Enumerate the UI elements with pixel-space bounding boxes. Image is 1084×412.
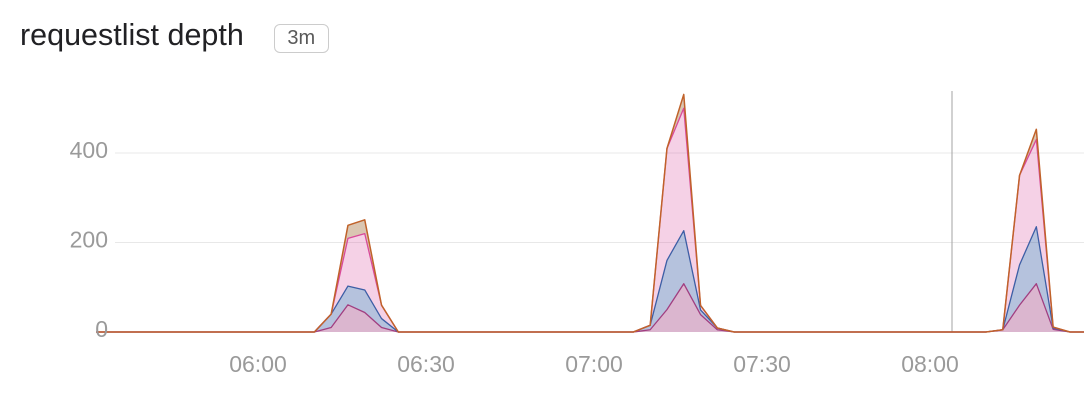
svg-text:07:00: 07:00 xyxy=(565,351,623,377)
svg-text:400: 400 xyxy=(70,137,108,163)
svg-text:0: 0 xyxy=(95,316,108,342)
svg-text:07:30: 07:30 xyxy=(733,351,791,377)
svg-text:08:00: 08:00 xyxy=(901,351,959,377)
svg-text:200: 200 xyxy=(70,227,108,253)
svg-text:06:00: 06:00 xyxy=(229,351,287,377)
svg-text:06:30: 06:30 xyxy=(397,351,455,377)
